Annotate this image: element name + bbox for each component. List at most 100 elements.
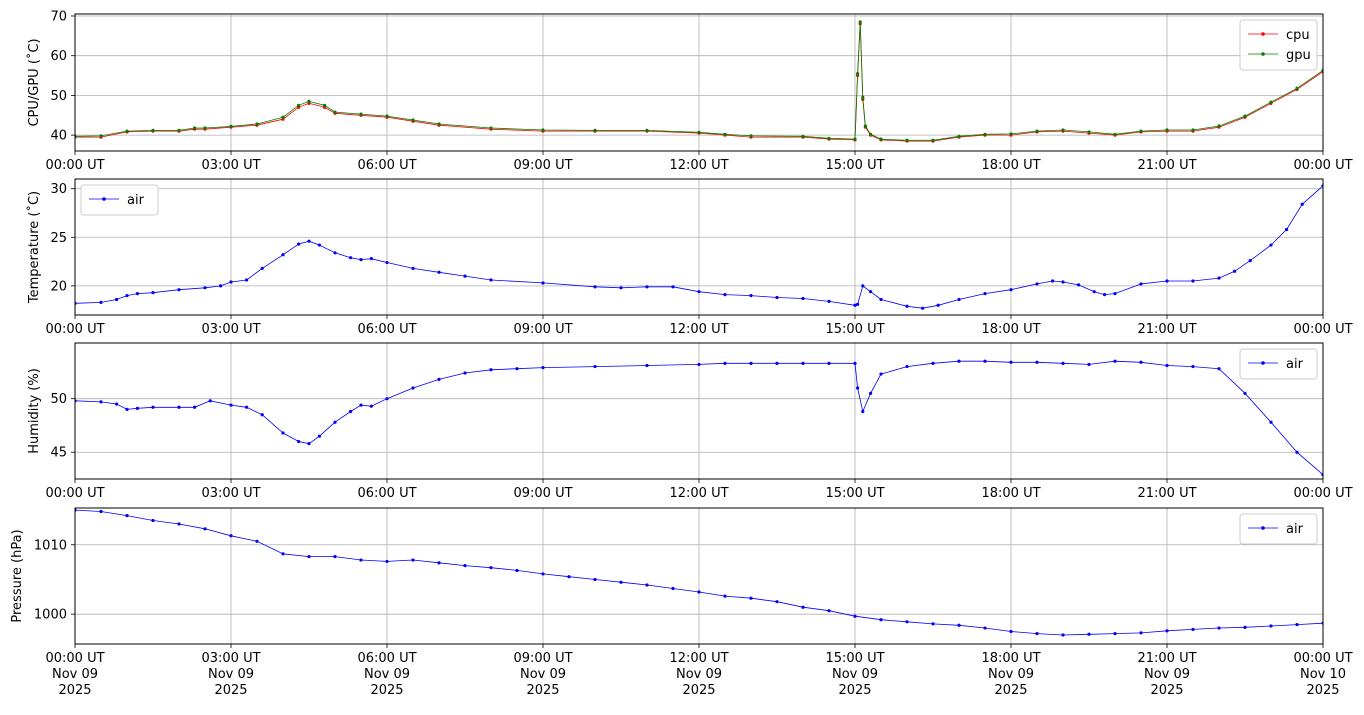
legend-label-gpu: gpu (1286, 48, 1311, 63)
grid (74, 179, 1324, 315)
data-point-air (645, 363, 649, 368)
y-tick-label: 40 (50, 129, 67, 144)
x-tick-label-line: Nov 09 (676, 667, 722, 682)
y-tick-label: 50 (50, 89, 67, 104)
data-point-gpu (125, 129, 129, 133)
x-tick-label-line: Nov 09 (364, 667, 410, 682)
data-point-air (861, 409, 865, 414)
data-point-gpu (593, 128, 597, 132)
x-tick-label: 21:00 UT (1137, 486, 1196, 501)
x-tick-label-line: 18:00 UT (981, 486, 1040, 501)
data-point-air (1269, 420, 1273, 424)
x-tick-label-line: 06:00 UT (357, 158, 416, 173)
data-point-air (125, 407, 129, 411)
data-point-air (1139, 631, 1143, 635)
x-tick-label: 06:00 UT (357, 486, 416, 501)
data-point-air (115, 297, 119, 302)
x-tick-label-line: 2025 (214, 683, 247, 698)
x-tick-label-line: 00:00 UT (1293, 651, 1352, 666)
data-point-air (515, 568, 519, 573)
x-tick-label-line: 2025 (526, 683, 559, 698)
data-point-air (260, 266, 264, 270)
data-point-air (125, 514, 129, 518)
data-point-air (853, 303, 857, 307)
data-point-gpu (983, 132, 987, 136)
data-point-air (1269, 624, 1273, 628)
data-point-air (297, 439, 301, 444)
data-point-air (567, 575, 571, 579)
data-point-air (921, 306, 925, 310)
data-point-air (369, 257, 373, 261)
data-point-air (135, 292, 139, 296)
data-point-air (827, 609, 831, 613)
x-tick-label-line: 18:00 UT (981, 158, 1040, 173)
legend-label-air: air (1286, 522, 1304, 537)
x-tick-label: 00:00 UT (1293, 486, 1352, 501)
data-point-air (593, 285, 597, 289)
data-point-air (1217, 626, 1221, 630)
data-point-air (936, 303, 940, 307)
x-tick-label-line: Nov 09 (52, 667, 98, 682)
data-point-air (1139, 282, 1143, 286)
data-point-air (775, 295, 779, 300)
x-tick-label-line: Nov 09 (832, 667, 878, 682)
data-point-gpu (1269, 100, 1273, 104)
data-point-gpu (905, 138, 909, 142)
data-point-air (359, 558, 363, 562)
data-point-gpu (1061, 128, 1065, 132)
data-point-air (349, 409, 353, 414)
data-point-air (437, 270, 441, 274)
data-point-air (1009, 629, 1013, 634)
data-point-gpu (281, 115, 285, 119)
data-point-gpu (297, 103, 301, 107)
data-point-gpu (1009, 132, 1013, 136)
x-tick-label-line: 21:00 UT (1137, 486, 1196, 501)
data-point-gpu (437, 122, 441, 126)
data-point-gpu (723, 132, 727, 136)
data-point-air (385, 397, 389, 401)
x-tick-label-line: 2025 (838, 683, 871, 698)
data-point-air (1269, 243, 1273, 247)
data-point-air (99, 400, 103, 404)
data-point-air (297, 242, 301, 246)
data-point-air (99, 509, 103, 514)
series-group (75, 20, 1323, 143)
data-point-gpu (151, 128, 155, 132)
x-tick-label-line: 2025 (1306, 683, 1339, 698)
x-tick-label-line: 21:00 UT (1137, 158, 1196, 173)
data-point-air (593, 577, 597, 582)
x-tick-label-line: 06:00 UT (357, 322, 416, 337)
data-point-air (1233, 269, 1237, 273)
x-tick-label: 00:00 UT (45, 486, 104, 501)
data-point-air (385, 559, 389, 564)
data-point-air (856, 302, 860, 306)
x-tick-label: 06:00 UT Nov 09 2025 (357, 651, 416, 698)
data-point-air (245, 405, 249, 409)
data-point-air (1077, 283, 1081, 287)
data-point-air (645, 285, 649, 289)
legend-marker-air (1261, 361, 1265, 365)
data-point-air (281, 552, 285, 556)
x-tick-label-line: 00:00 UT (45, 651, 104, 666)
data-point-air (1035, 282, 1039, 286)
data-point-air (307, 442, 311, 446)
data-point-air (905, 364, 909, 369)
data-point-air (1217, 276, 1221, 280)
data-point-air (489, 278, 493, 282)
data-point-air (99, 300, 103, 304)
data-point-air (229, 534, 233, 538)
data-point-air (619, 286, 623, 290)
data-point-gpu (193, 126, 197, 130)
x-tick-label-line: 15:00 UT (825, 158, 884, 173)
x-tick-label: 15:00 UT Nov 09 2025 (825, 651, 884, 698)
y-tick-label: 20 (50, 279, 67, 294)
x-tick-label: 15:00 UT (825, 158, 884, 173)
y-tick-label: 70 (50, 9, 67, 24)
x-tick-label-line: Nov 09 (208, 667, 254, 682)
data-point-air (411, 558, 415, 562)
x-tick-label: 00:00 UT Nov 10 2025 (1293, 651, 1352, 698)
data-point-air (489, 566, 493, 570)
data-point-air (255, 539, 259, 543)
data-point-air (541, 572, 545, 576)
